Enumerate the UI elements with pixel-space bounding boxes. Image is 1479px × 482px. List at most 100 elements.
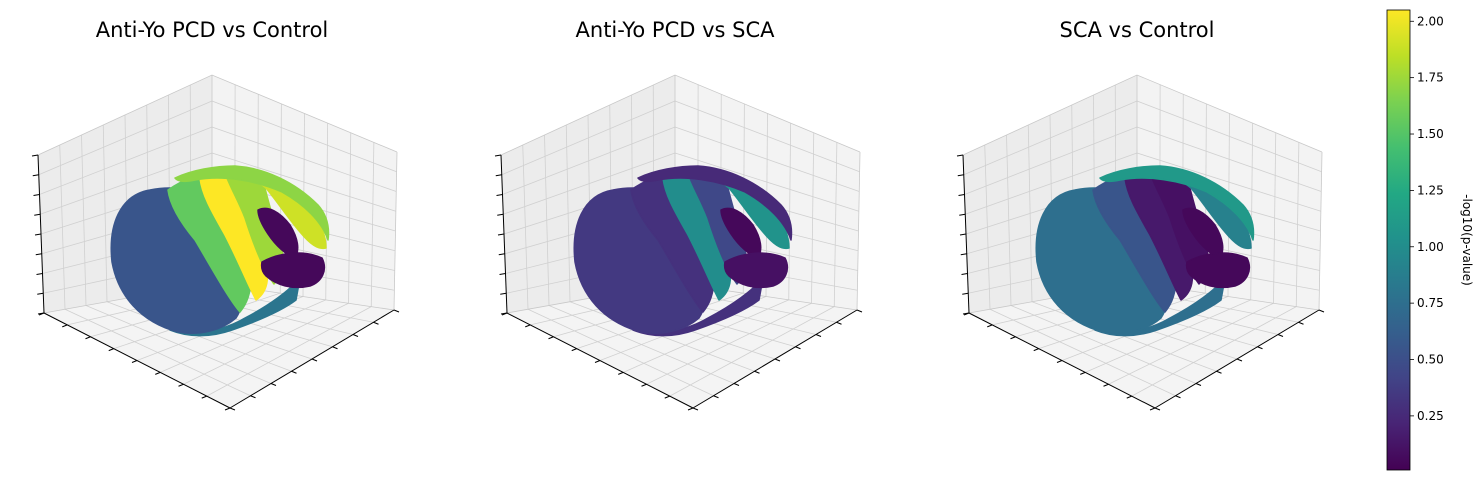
z-tick (961, 273, 968, 275)
colorbar (1386, 9, 1411, 471)
x-tick (1103, 383, 1109, 387)
colorbar-tick-label: 1.75 (1417, 71, 1444, 85)
axes-3d-2 (494, 74, 863, 411)
y-tick (1257, 346, 1263, 350)
z-tick (495, 174, 502, 177)
x-tick (131, 360, 138, 363)
y-tick (250, 395, 256, 399)
x-tick (178, 383, 184, 387)
y-tick (733, 383, 740, 386)
z-tick (959, 213, 966, 216)
grid-line (1295, 142, 1300, 307)
y-tick (774, 358, 781, 362)
z-tick (32, 174, 39, 177)
colorbar-tick-label: 0.75 (1417, 296, 1444, 310)
z-tick (497, 213, 504, 216)
z-tick (959, 233, 967, 236)
y-tick (1277, 334, 1284, 337)
region-lower-flap (260, 252, 326, 289)
axes-3d-3 (956, 74, 1325, 411)
grid-line (183, 302, 349, 385)
grid-line (1131, 306, 1297, 397)
y-tick (1195, 383, 1202, 386)
z-tick (960, 253, 967, 256)
grid-line (811, 132, 815, 304)
z-tick (37, 312, 45, 315)
colorbar-tick-label: 0.25 (1417, 409, 1444, 423)
grid-line (370, 142, 375, 307)
y-tick (291, 370, 297, 374)
region-top-rim (174, 165, 330, 241)
x-tick (525, 324, 531, 328)
grid-line (1085, 299, 1251, 373)
x-tick (548, 336, 554, 340)
y-tick (815, 334, 822, 337)
z-tick (494, 154, 502, 157)
z-tick (34, 213, 41, 216)
grid-line (348, 132, 352, 304)
y-tick (311, 358, 318, 362)
panel-title-1: Anti-Yo PCD vs Control (95, 18, 329, 42)
grid-line (325, 123, 329, 300)
region-top-rim (1099, 165, 1255, 241)
x-tick (641, 383, 647, 387)
y-tick (373, 321, 379, 325)
z-tick (499, 273, 506, 275)
grid-line (623, 299, 789, 373)
x-tick (1056, 360, 1063, 363)
z-tick (37, 292, 44, 295)
x-tick (1033, 348, 1039, 352)
x-tick (1149, 407, 1156, 411)
z-tick (34, 233, 42, 236)
y-tick (352, 334, 359, 337)
x-tick (1080, 371, 1086, 375)
panel-title-2: Anti-Yo PCD vs SCA (575, 18, 775, 42)
y-tick (836, 321, 842, 325)
x-tick (618, 371, 624, 375)
y-tick (393, 309, 400, 313)
region-top-rim (637, 165, 793, 241)
x-tick (201, 395, 207, 399)
y-tick (1236, 358, 1243, 362)
z-tick (962, 292, 969, 295)
grid-line (669, 306, 835, 397)
pane-floor (507, 283, 857, 408)
x-tick (594, 360, 601, 363)
z-tick (500, 312, 508, 315)
z-tick (958, 194, 965, 196)
region-bottom-rim (632, 277, 764, 337)
panel-title-3: SCA vs Control (1059, 18, 1215, 42)
x-tick (85, 336, 91, 340)
region-lower-flap (1185, 252, 1251, 289)
z-tick (500, 292, 507, 295)
x-tick (155, 371, 161, 375)
colorbar-label: -log10(p-value) (1460, 194, 1474, 286)
z-tick (33, 194, 40, 196)
y-tick (1318, 309, 1325, 313)
y-tick (713, 395, 719, 399)
pane-edge (856, 151, 861, 311)
region-lower-flap (723, 252, 789, 289)
grid-line (1273, 132, 1277, 304)
x-tick (108, 348, 114, 352)
colorbar-tick-label: 2.00 (1417, 14, 1444, 28)
x-tick (987, 324, 993, 328)
y-tick (229, 407, 236, 411)
grid-line (160, 299, 326, 373)
x-tick (1010, 336, 1016, 340)
grid-line (833, 142, 838, 307)
x-tick (1126, 395, 1132, 399)
z-tick (962, 312, 970, 315)
y-tick (270, 383, 277, 386)
y-tick (1298, 321, 1304, 325)
pane-floor (44, 283, 394, 408)
region-bottom-rim (1094, 277, 1226, 337)
x-tick (571, 348, 577, 352)
grid-line (1250, 123, 1254, 300)
colorbar-tick-label: 0.50 (1417, 353, 1444, 367)
pane-edge (393, 151, 398, 311)
colorbar-tick-label: 1.50 (1417, 127, 1444, 141)
y-tick (754, 370, 760, 374)
z-tick (497, 233, 505, 236)
